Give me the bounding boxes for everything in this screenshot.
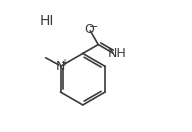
Text: HI: HI — [39, 14, 54, 28]
Text: O: O — [85, 23, 95, 36]
Text: −: − — [89, 22, 98, 32]
Text: NH: NH — [107, 47, 126, 60]
Text: N: N — [56, 60, 65, 73]
Text: +: + — [60, 58, 68, 68]
